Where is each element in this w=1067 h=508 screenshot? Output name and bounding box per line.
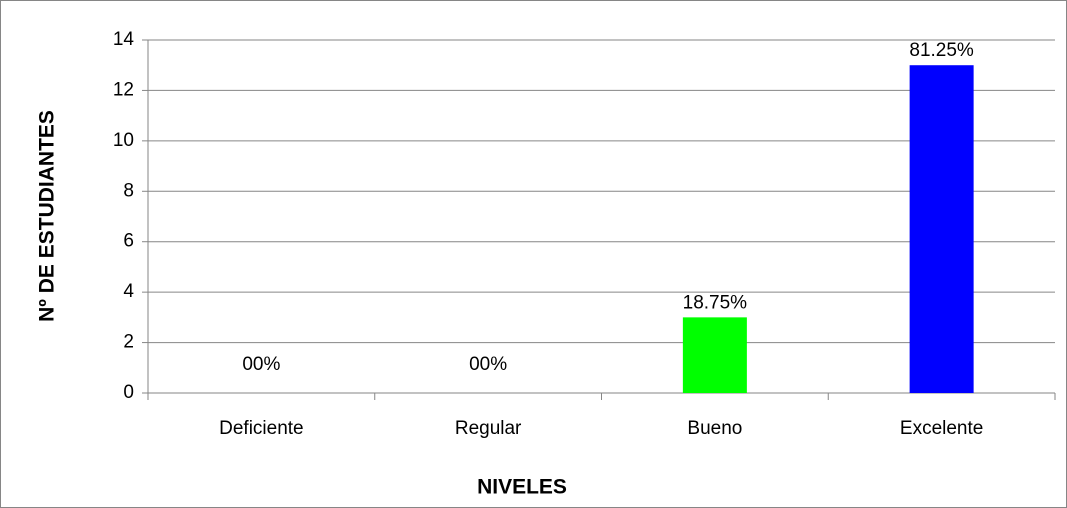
y-tick-label: 14 xyxy=(113,29,135,50)
y-tick-label: 10 xyxy=(113,130,134,151)
data-label: 00% xyxy=(242,354,280,375)
y-tick-label: 8 xyxy=(123,180,134,201)
y-tick-label: 12 xyxy=(113,79,134,100)
bar xyxy=(909,65,974,393)
x-tick-label: Bueno xyxy=(687,418,742,439)
data-label: 00% xyxy=(469,354,507,375)
y-tick-label: 6 xyxy=(123,231,134,252)
y-tick-label: 0 xyxy=(123,382,134,403)
x-tick-label: Regular xyxy=(455,418,522,439)
data-label: 18.75% xyxy=(683,292,748,313)
x-tick-label: Deficiente xyxy=(219,418,304,439)
bar xyxy=(682,317,747,393)
x-tick-label: Excelente xyxy=(900,418,983,439)
y-tick-label: 2 xyxy=(123,332,134,353)
data-label: 81.25% xyxy=(909,40,974,61)
y-axis-title: Nº DE ESTUDIANTES xyxy=(36,110,59,322)
y-tick-label: 4 xyxy=(123,281,134,302)
x-axis-title: NIVELES xyxy=(477,476,567,499)
